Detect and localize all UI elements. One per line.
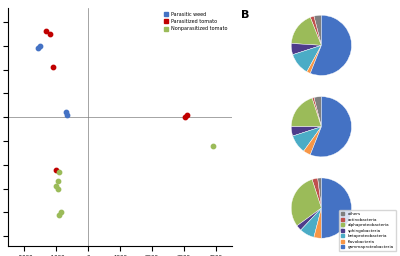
Point [62,110,69,114]
Point [54,179,61,184]
Wedge shape [312,178,321,208]
Point [35,46,42,50]
Point [53,184,59,188]
Legend: Parasitic weed, Parasitized tomato, Nonparasitized tomato: Parasitic weed, Parasitized tomato, Nonp… [162,10,230,33]
Wedge shape [291,127,321,136]
Wedge shape [318,178,321,208]
Point [58,210,64,215]
Wedge shape [291,179,321,226]
Point [43,29,50,34]
Wedge shape [310,15,352,76]
Wedge shape [307,45,321,73]
Wedge shape [304,127,321,155]
Wedge shape [291,98,321,127]
Wedge shape [321,178,352,238]
Point [184,113,190,117]
Wedge shape [297,208,321,230]
Point [37,44,43,48]
Point [182,115,189,119]
Wedge shape [293,127,321,151]
Wedge shape [312,98,321,127]
Wedge shape [293,45,321,72]
Point [46,32,53,36]
Wedge shape [291,44,321,55]
Wedge shape [314,15,321,45]
Wedge shape [310,16,321,45]
Text: B: B [241,10,249,20]
Point [210,144,216,148]
Wedge shape [310,97,352,157]
Point [56,170,62,174]
Wedge shape [314,208,321,238]
Point [50,65,56,69]
Wedge shape [291,17,321,45]
Point [64,113,70,117]
Point [54,187,61,191]
Wedge shape [314,97,321,127]
Point [53,167,59,172]
Legend: others, actinobacteria, alphaproteobacteria, sphingobacteria, betaproteobacteria: others, actinobacteria, alphaproteobacte… [339,210,396,251]
Point [56,213,62,217]
Wedge shape [301,208,321,237]
